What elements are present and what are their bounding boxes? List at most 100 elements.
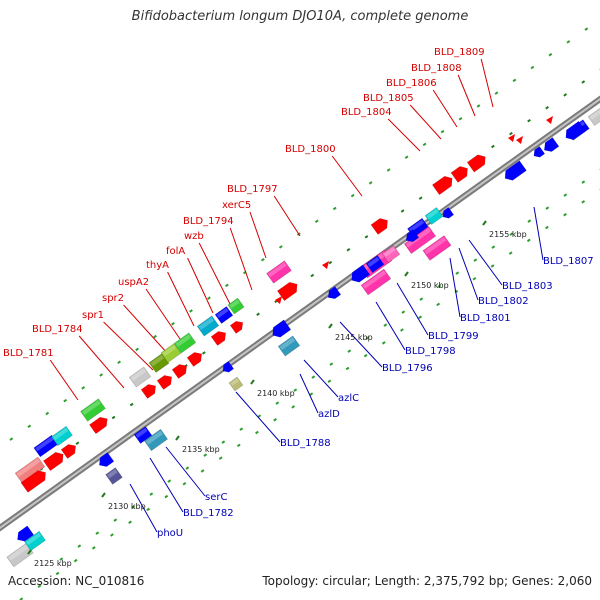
cds-reverse (277, 335, 301, 357)
leader-line-reverse (449, 257, 461, 318)
tick-dot-upper (207, 296, 211, 300)
cds-forward (266, 260, 292, 284)
tick-dot-bottom (55, 571, 60, 576)
tick-dot-upper (314, 219, 319, 224)
tick-dot-upper (117, 360, 121, 364)
cds-forward-body (196, 315, 220, 337)
cds-forward-shine (229, 299, 240, 309)
small-forward-feature (546, 116, 553, 124)
ruler-tick (328, 323, 333, 329)
cds-forward-shine (175, 334, 192, 347)
cds-reverse-arrow-shape (565, 120, 586, 141)
tick-dot-bottom (128, 520, 132, 524)
cds-forward-arrow-shape (156, 375, 172, 390)
cds-forward-shine (216, 307, 229, 318)
gene-label-BLD_1806: BLD_1806 (386, 78, 437, 89)
tick-dot-upper (530, 65, 535, 70)
rrna-feature-shine (16, 458, 41, 477)
cds-forward-shine (383, 246, 396, 257)
tick-dot-lower (95, 531, 100, 535)
leader-line-forward (409, 104, 442, 140)
leader-line-reverse (339, 321, 383, 368)
ruler-tick (482, 220, 487, 226)
trna-feature-body (51, 425, 73, 447)
tick-dot-upper (171, 322, 175, 326)
tick-dot-lower (545, 206, 550, 210)
cds-forward-arrow-shape (432, 175, 453, 196)
tick-dot-upper (440, 129, 445, 134)
pseudo-feature-shine (130, 368, 147, 381)
gene-labels: BLD_1781 BLD_1784 spr1 spr2 uspA2 thyA folA wzb… (3, 47, 594, 539)
cds-forward-arrow (186, 352, 202, 367)
cds-reverse-body (360, 268, 392, 296)
tick-dot-lower (437, 284, 442, 288)
cds-forward-shine (198, 317, 215, 330)
cds-forward-shine (162, 344, 177, 357)
pseudo-feature (128, 366, 152, 388)
gene-label-azlC: azlC (338, 393, 359, 404)
tick-dot-upper (63, 398, 68, 403)
cds-forward-body (381, 245, 401, 263)
cds-reverse-arrow-shape (272, 319, 292, 338)
label-leader-lines (49, 58, 544, 533)
ruler-tick-label: 2125 kbp (34, 559, 72, 568)
leader-line-reverse (165, 446, 206, 497)
tick-dot-lower (311, 375, 316, 379)
leader-line-forward (187, 257, 214, 314)
tick-dot-bottom (381, 341, 386, 345)
cds-reverse-shine (230, 378, 239, 386)
cds-reverse-body (228, 376, 244, 392)
trna-feature-shine (52, 427, 69, 441)
trna-feature-shine (25, 532, 42, 546)
cds-reverse (228, 376, 244, 392)
leader-line-reverse (149, 457, 184, 513)
cds-reverse-body (143, 428, 169, 452)
gene-label-thyA: thyA (146, 260, 169, 271)
tick-dot-lower (581, 180, 586, 184)
tick-dot-upper (512, 78, 517, 83)
tick-dot-bottom (164, 494, 169, 499)
cds-forward-shine (150, 354, 165, 367)
tick-dot-mid-upper (129, 402, 134, 407)
tick-dot-lower (221, 440, 226, 444)
tick-dot-upper (584, 27, 589, 31)
cds-reverse-arrow (544, 137, 560, 152)
tick-dot-upper (350, 193, 355, 198)
cds-forward (80, 398, 106, 422)
tick-dot-bottom (73, 558, 78, 563)
tick-dot-bottom (273, 417, 277, 422)
tick-dot-bottom (37, 584, 42, 589)
cds-reverse-arrow-shape (222, 361, 235, 373)
small-forward-feature (516, 136, 523, 144)
tick-dot-mid-upper (418, 196, 423, 200)
tick-dot-bottom (146, 507, 151, 512)
gene-label-BLD_1797: BLD_1797 (227, 184, 278, 195)
tick-dot-lower (203, 453, 208, 457)
tick-dot-lower (527, 219, 532, 223)
tick-dot-lower (257, 414, 262, 418)
cds-reverse-body (133, 426, 153, 444)
cds-reverse-arrow-shape (405, 229, 420, 243)
gene-label-BLD_1802: BLD_1802 (478, 296, 529, 307)
cds-forward (173, 332, 197, 354)
tick-dot-lower (59, 557, 64, 561)
cds-forward-arrow (20, 470, 46, 493)
tick-dot-mid-upper (111, 415, 116, 420)
cds-reverse-body (277, 335, 301, 357)
gene-label-BLD_1808: BLD_1808 (411, 63, 462, 74)
gene-label-BLD_1781: BLD_1781 (3, 348, 54, 359)
cds-reverse-arrow (351, 264, 371, 283)
tick-dot-upper (278, 245, 283, 249)
tick-dot-bottom (545, 225, 549, 230)
cds-forward-arrow (140, 384, 156, 399)
gene-label-BLD_1804: BLD_1804 (341, 107, 392, 118)
tick-dot-mid-upper (310, 273, 315, 278)
tick-dot-mid-upper (400, 209, 405, 213)
tick-dot-upper (225, 283, 229, 288)
gene-label-folA: folA (166, 246, 185, 257)
cds-forward-arrow-shape (450, 166, 468, 183)
gene-label-BLD_1807: BLD_1807 (543, 256, 594, 267)
small-forward-feature (275, 296, 282, 304)
cds-forward-arrow-shape (171, 364, 187, 379)
